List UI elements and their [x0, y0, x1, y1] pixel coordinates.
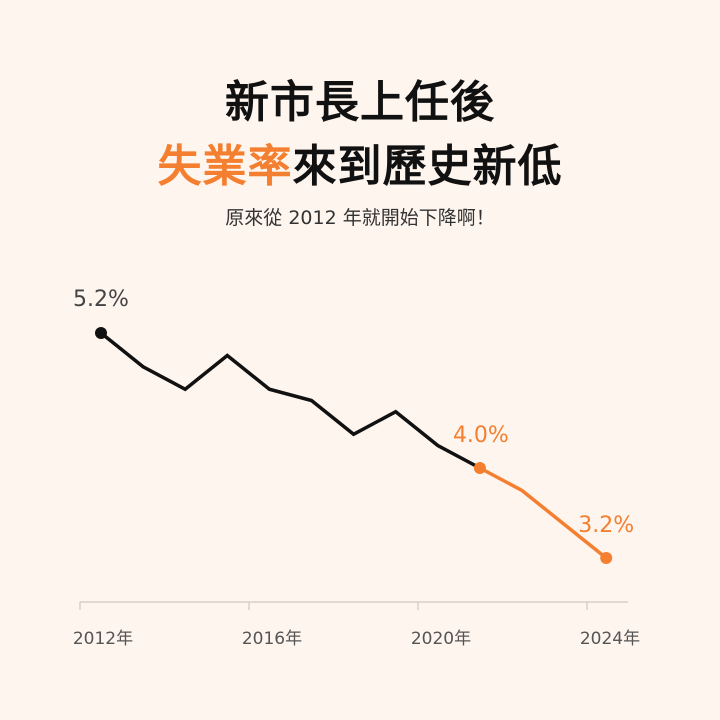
- data-marker: [473, 462, 486, 474]
- data-label: 4.0%: [453, 423, 509, 448]
- title-rest: 來到歷史新低: [292, 141, 563, 192]
- data-label: 3.2%: [578, 513, 634, 538]
- x-tick-label: 2024年: [580, 629, 640, 649]
- x-tick-label: 2012年: [73, 629, 133, 649]
- data-labels: 5.2% 4.0% 3.2%: [73, 287, 634, 564]
- data-label: 5.2%: [73, 287, 129, 312]
- subtitle: 原來從 2012 年就開始下降啊！: [225, 207, 495, 229]
- title-line-1: 新市長上任後: [225, 77, 495, 128]
- series-lines: [99, 331, 608, 560]
- data-marker: [95, 327, 107, 339]
- series-line-before: [99, 331, 481, 470]
- x-tick-label: 2016年: [242, 629, 302, 649]
- data-marker: [600, 552, 613, 564]
- x-tick-label: 2020年: [411, 629, 471, 649]
- title-highlight: 失業率: [157, 141, 293, 192]
- x-axis: 2012年 2016年 2020年 2024年: [73, 601, 640, 649]
- title-line-2: 失業率來到歷史新低: [0, 130, 720, 194]
